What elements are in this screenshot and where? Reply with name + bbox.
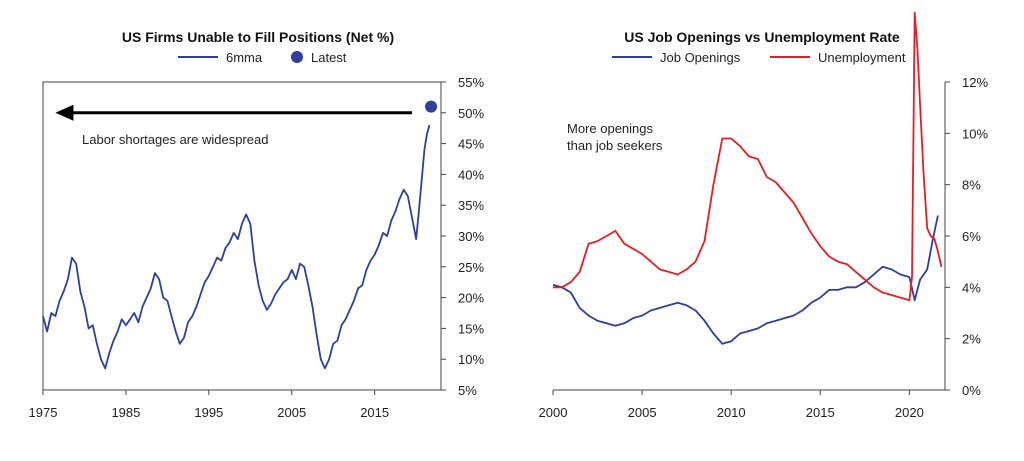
x-tick-label: 2020 (895, 405, 924, 420)
legend-marker-latest (291, 51, 303, 63)
y-tick-label: 35% (458, 198, 484, 213)
x-tick-label: 2015 (806, 405, 835, 420)
series-line-unemployment (553, 11, 943, 302)
y-tick-label: 5% (458, 383, 477, 398)
x-tick-label: 2005 (628, 405, 657, 420)
x-tick-label: 1975 (29, 405, 58, 420)
x-tick-label: 1995 (194, 405, 223, 420)
y-tick-label: 40% (458, 167, 484, 182)
annotation-text: Labor shortages are widespread (82, 132, 268, 147)
x-tick-label: 2000 (539, 405, 568, 420)
y-tick-label: 45% (458, 137, 484, 152)
series-line-job-openings (552, 215, 939, 345)
x-axis: 1975 1985 1995 2005 2015 (29, 390, 389, 420)
y-tick-label: 10% (458, 352, 484, 367)
y-tick-label: 6% (962, 229, 981, 244)
y-tick-label: 10% (962, 126, 988, 141)
plot-area: More openings than job seekers (552, 11, 943, 345)
y-tick-label: 12% (962, 75, 988, 90)
series-line-6mma (42, 124, 431, 370)
y-tick-label: 2% (962, 332, 981, 347)
y-tick-label: 0% (962, 383, 981, 398)
y-tick-label: 55% (458, 75, 484, 90)
x-tick-label: 2010 (717, 405, 746, 420)
annotation-text-line-2: than job seekers (567, 138, 663, 153)
plot-area: Labor shortages are widespread (42, 100, 438, 370)
y-axis: 5% 10% 15% 20% 25% 30% 35% 40% 45% 50% 55% (441, 75, 484, 398)
legend-label-latest: Latest (311, 50, 347, 65)
legend: Job Openings Unemployment (612, 50, 906, 65)
chart-firms-unable-to-fill-positions: US Firms Unable to Fill Positions (Net %… (29, 29, 485, 420)
y-tick-label: 30% (458, 229, 484, 244)
y-axis: 0% 2% 4% 6% 8% 10% 12% (945, 75, 988, 398)
y-tick-label: 8% (962, 178, 981, 193)
y-tick-label: 25% (458, 260, 484, 275)
legend: 6mma Latest (178, 50, 347, 65)
y-tick-label: 4% (962, 280, 981, 295)
chart-job-openings-vs-unemployment: US Job Openings vs Unemployment Rate Job… (539, 11, 988, 420)
y-tick-label: 15% (458, 321, 484, 336)
annotation-text-line-1: More openings (567, 121, 653, 136)
series-point-latest (425, 100, 438, 113)
legend-label-6mma: 6mma (226, 50, 263, 65)
legend-label-unemployment: Unemployment (818, 50, 906, 65)
x-tick-label: 1985 (111, 405, 140, 420)
x-axis: 2000 2005 2010 2015 2020 (539, 390, 924, 420)
arrow-head-icon (55, 104, 74, 121)
x-tick-label: 2005 (277, 405, 306, 420)
chart-title: US Firms Unable to Fill Positions (Net %… (122, 29, 394, 45)
chart-title: US Job Openings vs Unemployment Rate (624, 29, 900, 45)
x-tick-label: 2015 (360, 405, 389, 420)
y-tick-label: 50% (458, 106, 484, 121)
legend-label-job-openings: Job Openings (660, 50, 741, 65)
y-tick-label: 20% (458, 291, 484, 306)
